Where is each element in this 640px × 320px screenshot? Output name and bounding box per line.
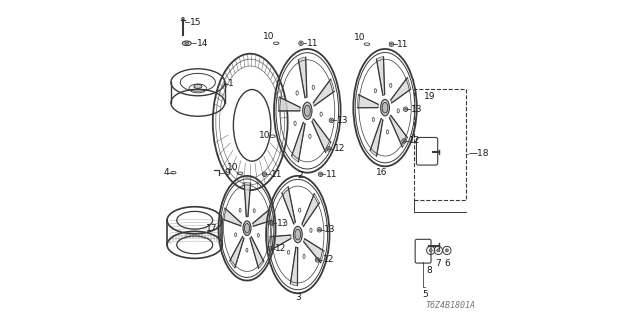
Text: 12: 12 <box>275 244 287 253</box>
Ellipse shape <box>253 209 255 212</box>
Polygon shape <box>223 208 241 226</box>
Polygon shape <box>278 97 300 111</box>
Text: 13: 13 <box>337 116 348 125</box>
Ellipse shape <box>320 112 323 116</box>
Circle shape <box>300 42 302 44</box>
Text: 14: 14 <box>196 39 208 48</box>
Polygon shape <box>244 183 251 217</box>
Ellipse shape <box>381 100 390 116</box>
Circle shape <box>429 249 432 252</box>
Polygon shape <box>376 57 385 95</box>
Polygon shape <box>282 187 296 224</box>
Text: 10: 10 <box>262 32 274 41</box>
Text: 10: 10 <box>353 33 365 42</box>
Text: 2: 2 <box>298 172 303 180</box>
Polygon shape <box>270 235 291 250</box>
Ellipse shape <box>308 134 311 139</box>
Ellipse shape <box>382 102 388 113</box>
Circle shape <box>390 43 392 45</box>
Text: 4: 4 <box>163 168 169 177</box>
Text: 6: 6 <box>444 259 450 268</box>
Text: 3: 3 <box>295 293 301 302</box>
Text: 12: 12 <box>409 136 420 146</box>
Ellipse shape <box>243 221 251 236</box>
Text: 13: 13 <box>411 105 422 114</box>
Circle shape <box>330 119 332 121</box>
Circle shape <box>445 249 449 252</box>
Text: 10: 10 <box>227 163 238 172</box>
Ellipse shape <box>397 109 399 113</box>
Text: 11: 11 <box>326 170 337 179</box>
Circle shape <box>269 248 271 250</box>
Circle shape <box>319 173 322 175</box>
Ellipse shape <box>303 102 312 119</box>
Text: 17: 17 <box>206 224 218 233</box>
Polygon shape <box>390 115 408 147</box>
Polygon shape <box>250 237 264 268</box>
Ellipse shape <box>390 83 392 87</box>
Ellipse shape <box>303 254 305 258</box>
Ellipse shape <box>246 248 248 252</box>
Circle shape <box>264 173 266 175</box>
Bar <box>413 89 466 200</box>
Text: 11: 11 <box>307 39 319 48</box>
Polygon shape <box>302 194 319 227</box>
Polygon shape <box>313 79 334 106</box>
Ellipse shape <box>194 84 202 88</box>
Polygon shape <box>298 57 307 98</box>
Polygon shape <box>253 209 271 226</box>
Text: 9: 9 <box>225 168 230 177</box>
Circle shape <box>436 249 440 252</box>
Ellipse shape <box>374 89 376 93</box>
Ellipse shape <box>185 42 189 44</box>
Ellipse shape <box>295 229 301 240</box>
Ellipse shape <box>239 208 241 212</box>
Text: 13: 13 <box>324 225 336 234</box>
Circle shape <box>182 17 184 20</box>
Text: 10: 10 <box>259 131 271 140</box>
Ellipse shape <box>299 208 301 212</box>
Text: 12: 12 <box>334 144 346 153</box>
Circle shape <box>318 229 321 231</box>
Text: 11: 11 <box>397 40 409 49</box>
Text: 7: 7 <box>435 259 441 268</box>
Text: 5: 5 <box>422 290 428 299</box>
Polygon shape <box>357 95 378 108</box>
Polygon shape <box>370 118 383 156</box>
Ellipse shape <box>294 121 296 125</box>
Polygon shape <box>390 77 411 103</box>
Ellipse shape <box>310 228 312 232</box>
Ellipse shape <box>372 117 374 122</box>
Polygon shape <box>312 119 331 153</box>
Ellipse shape <box>293 226 302 243</box>
Ellipse shape <box>387 130 388 134</box>
Polygon shape <box>292 122 305 162</box>
Text: —18: —18 <box>468 149 489 158</box>
Text: 8: 8 <box>427 266 432 275</box>
Text: 19: 19 <box>424 92 435 101</box>
Circle shape <box>403 140 405 142</box>
Text: 16: 16 <box>376 168 388 177</box>
Polygon shape <box>303 239 324 263</box>
Ellipse shape <box>257 234 259 237</box>
Polygon shape <box>291 247 298 286</box>
Ellipse shape <box>312 85 314 90</box>
Ellipse shape <box>235 233 237 236</box>
Circle shape <box>404 108 406 110</box>
Text: 1: 1 <box>228 79 234 88</box>
Circle shape <box>328 148 330 150</box>
Ellipse shape <box>304 105 310 116</box>
Ellipse shape <box>287 250 290 254</box>
Ellipse shape <box>296 91 298 95</box>
Circle shape <box>271 222 273 224</box>
Ellipse shape <box>285 222 287 226</box>
Text: T6Z4B1801A: T6Z4B1801A <box>426 301 476 310</box>
Text: 13: 13 <box>277 219 289 228</box>
Ellipse shape <box>244 223 250 233</box>
Text: 15: 15 <box>189 18 201 27</box>
Polygon shape <box>230 236 244 268</box>
Text: 11: 11 <box>271 170 282 179</box>
Text: 12: 12 <box>323 255 334 264</box>
Circle shape <box>316 259 319 261</box>
